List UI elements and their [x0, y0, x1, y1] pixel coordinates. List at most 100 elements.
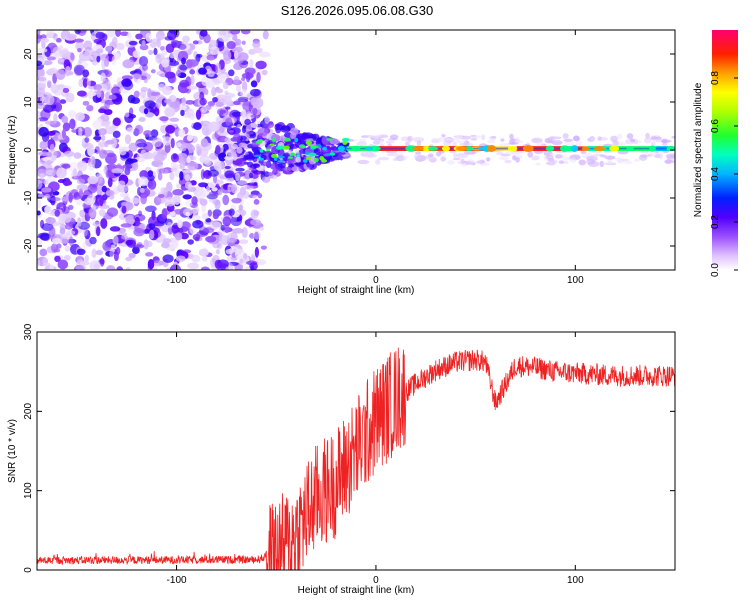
spectrogram-cell	[112, 235, 119, 245]
spectrogram-cell	[77, 47, 82, 53]
spectrogram-cell	[407, 135, 413, 143]
spectrogram-cell	[56, 243, 62, 249]
spectrogram-cell	[205, 217, 212, 223]
spectrogram-cell	[487, 139, 496, 144]
spectrogram-cell	[208, 121, 220, 132]
spectrogram-cell	[246, 113, 255, 120]
spectrogram-cell	[242, 100, 254, 112]
colorbar-gradient	[712, 30, 738, 270]
snr-series-line	[37, 347, 675, 570]
spectrogram-cell	[187, 262, 200, 270]
spectrogram-cell	[186, 85, 198, 90]
spectrogram-cell	[187, 161, 199, 171]
spectrogram-cell	[249, 58, 254, 69]
spectrogram-cell	[39, 248, 48, 257]
spectrogram-cell	[109, 226, 121, 232]
spectrogram-cell	[153, 47, 158, 56]
spectrogram-cell	[240, 110, 247, 118]
spectrogram-cell	[290, 132, 297, 139]
spectrogram-cell	[128, 252, 136, 259]
spectrogram-cell	[78, 127, 83, 138]
spectrogram-cell	[169, 52, 176, 59]
spectrogram-cell	[438, 136, 450, 143]
spectrogram-cell	[37, 54, 47, 61]
spectrogram-cell	[562, 133, 569, 139]
spectrogram-cell	[199, 30, 208, 37]
spectrogram-cell	[53, 248, 61, 253]
spectrogram-cell	[665, 153, 675, 159]
spectrogram-cell	[365, 146, 374, 151]
spectrogram-cell	[37, 102, 46, 110]
spectrogram-cell	[154, 153, 165, 163]
spectrogram-cell	[257, 127, 269, 137]
spectrogram-cell	[490, 135, 497, 139]
spectrogram-cell	[96, 185, 103, 196]
spectrogram-cell	[236, 146, 243, 154]
spectrogram-cell	[169, 264, 182, 270]
spectrogram-cell	[204, 156, 212, 166]
spectrogram-cell	[139, 44, 149, 51]
spectrogram-cell	[37, 47, 48, 53]
spectrogram-cell	[161, 85, 173, 95]
spectrogram-cell	[143, 130, 153, 137]
spectrogram-cell	[312, 145, 319, 149]
spectrogram-cell	[207, 169, 219, 177]
spectrogram-cell	[65, 92, 75, 103]
spectrogram-cell	[79, 209, 86, 218]
spectrogram-cell	[74, 38, 84, 43]
spectrogram-cell	[262, 30, 269, 40]
spectrogram-cell	[59, 227, 66, 235]
spectrogram-cell	[252, 163, 261, 169]
spectrogram-cell	[120, 223, 132, 228]
spectrogram-cell	[597, 136, 602, 141]
spectrogram-cell	[45, 94, 55, 106]
spectrogram-cell	[116, 42, 125, 51]
spectrogram-cell	[634, 158, 640, 162]
spectrogram-cell	[187, 239, 194, 245]
spectrogram-cell	[129, 107, 134, 117]
spectrogram-cell	[37, 30, 41, 37]
spectrogram-cell	[222, 143, 229, 152]
spectrogram-cell	[243, 252, 248, 260]
spectrogram-cell	[103, 108, 113, 116]
spectrogram-cell	[223, 49, 232, 61]
spectrogram-cell	[144, 100, 156, 109]
spectrogram-cell	[142, 64, 148, 71]
spectrogram-cell	[296, 133, 306, 143]
spectrogram-cell	[145, 252, 154, 257]
spectrogram-cell	[233, 75, 240, 85]
spectrogram-cell	[139, 188, 145, 194]
spectrogram-cell	[53, 33, 58, 41]
spectrogram-cell	[64, 223, 73, 230]
y-tick-label: 100	[23, 482, 34, 499]
spectrogram-cell	[37, 259, 41, 267]
spectrogram-cell	[233, 100, 241, 106]
spectrogram-cell	[244, 118, 251, 126]
spectrogram-cell	[233, 50, 239, 60]
spectrogram-cell	[231, 46, 244, 53]
spectrogram-cell	[99, 141, 104, 152]
spectrogram-cell	[169, 117, 180, 122]
spectrogram-cell	[73, 152, 82, 159]
spectrogram-cell	[61, 50, 70, 58]
spectrogram-cell	[572, 135, 580, 142]
y-tick-label: -20	[23, 238, 34, 253]
spectrogram-cell	[87, 175, 99, 185]
spectrogram-cell	[83, 40, 93, 51]
spectrogram-cell	[416, 140, 421, 147]
spectrogram-cell	[224, 156, 234, 161]
spectrogram-cell	[167, 221, 173, 229]
spectrogram-cell	[48, 67, 58, 74]
spectrogram-cell	[184, 181, 193, 190]
spectrogram-cell	[291, 166, 301, 172]
spectrogram-cell	[142, 152, 155, 160]
spectrogram-cell	[232, 164, 238, 174]
spectrogram-cell	[661, 142, 668, 146]
spectrogram-cell	[639, 154, 649, 158]
spectrogram-cell	[150, 69, 156, 74]
spectrogram-cell	[106, 152, 116, 158]
spectrogram-cell	[270, 163, 278, 170]
spectrogram-cell	[141, 40, 146, 47]
spectrogram-cell	[239, 154, 244, 159]
spectrogram-cell	[522, 145, 534, 152]
